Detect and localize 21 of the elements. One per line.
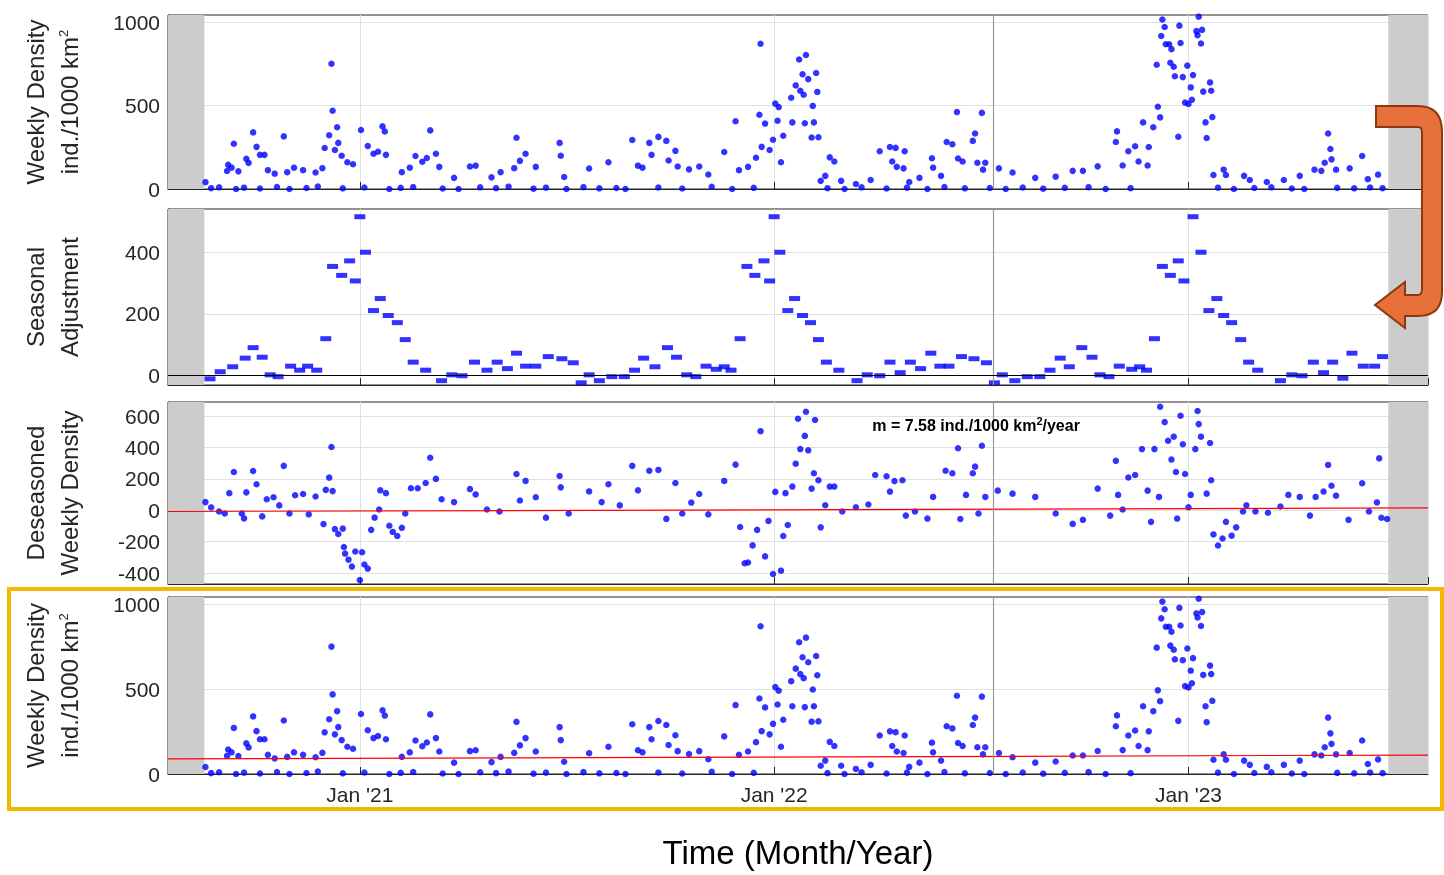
y-tick-label: 400 bbox=[124, 240, 160, 264]
y-tick-label: 600 bbox=[124, 404, 160, 428]
y-tick-label: 200 bbox=[124, 467, 160, 491]
x-tick-label: Jan '22 bbox=[740, 783, 808, 806]
y-tick-label: 0 bbox=[148, 364, 160, 388]
y-tick-label: 500 bbox=[124, 677, 160, 701]
y-tick-label: 0 bbox=[148, 762, 160, 786]
x-tick-label: Jan '23 bbox=[1154, 783, 1223, 806]
y-axis-title: Seasonal Adjustment bbox=[21, 236, 83, 358]
y-tick-label: 400 bbox=[124, 436, 160, 459]
y-tick-label: 1000 bbox=[113, 593, 160, 617]
y-tick-label: -400 bbox=[117, 561, 160, 585]
y-tick-label: 0 bbox=[148, 498, 160, 522]
y-axis-title: Deseasoned Weekly Density bbox=[21, 410, 83, 576]
y-tick-label: 0 bbox=[148, 177, 160, 201]
y-tick-label: -200 bbox=[117, 530, 160, 554]
y-tick-label: 500 bbox=[124, 94, 160, 118]
y-tick-label: 200 bbox=[124, 302, 160, 326]
x-axis-title: Time (Month/Year) bbox=[662, 834, 934, 871]
x-tick-label: Jan '21 bbox=[326, 783, 394, 806]
y-tick-label: 1000 bbox=[113, 10, 160, 34]
